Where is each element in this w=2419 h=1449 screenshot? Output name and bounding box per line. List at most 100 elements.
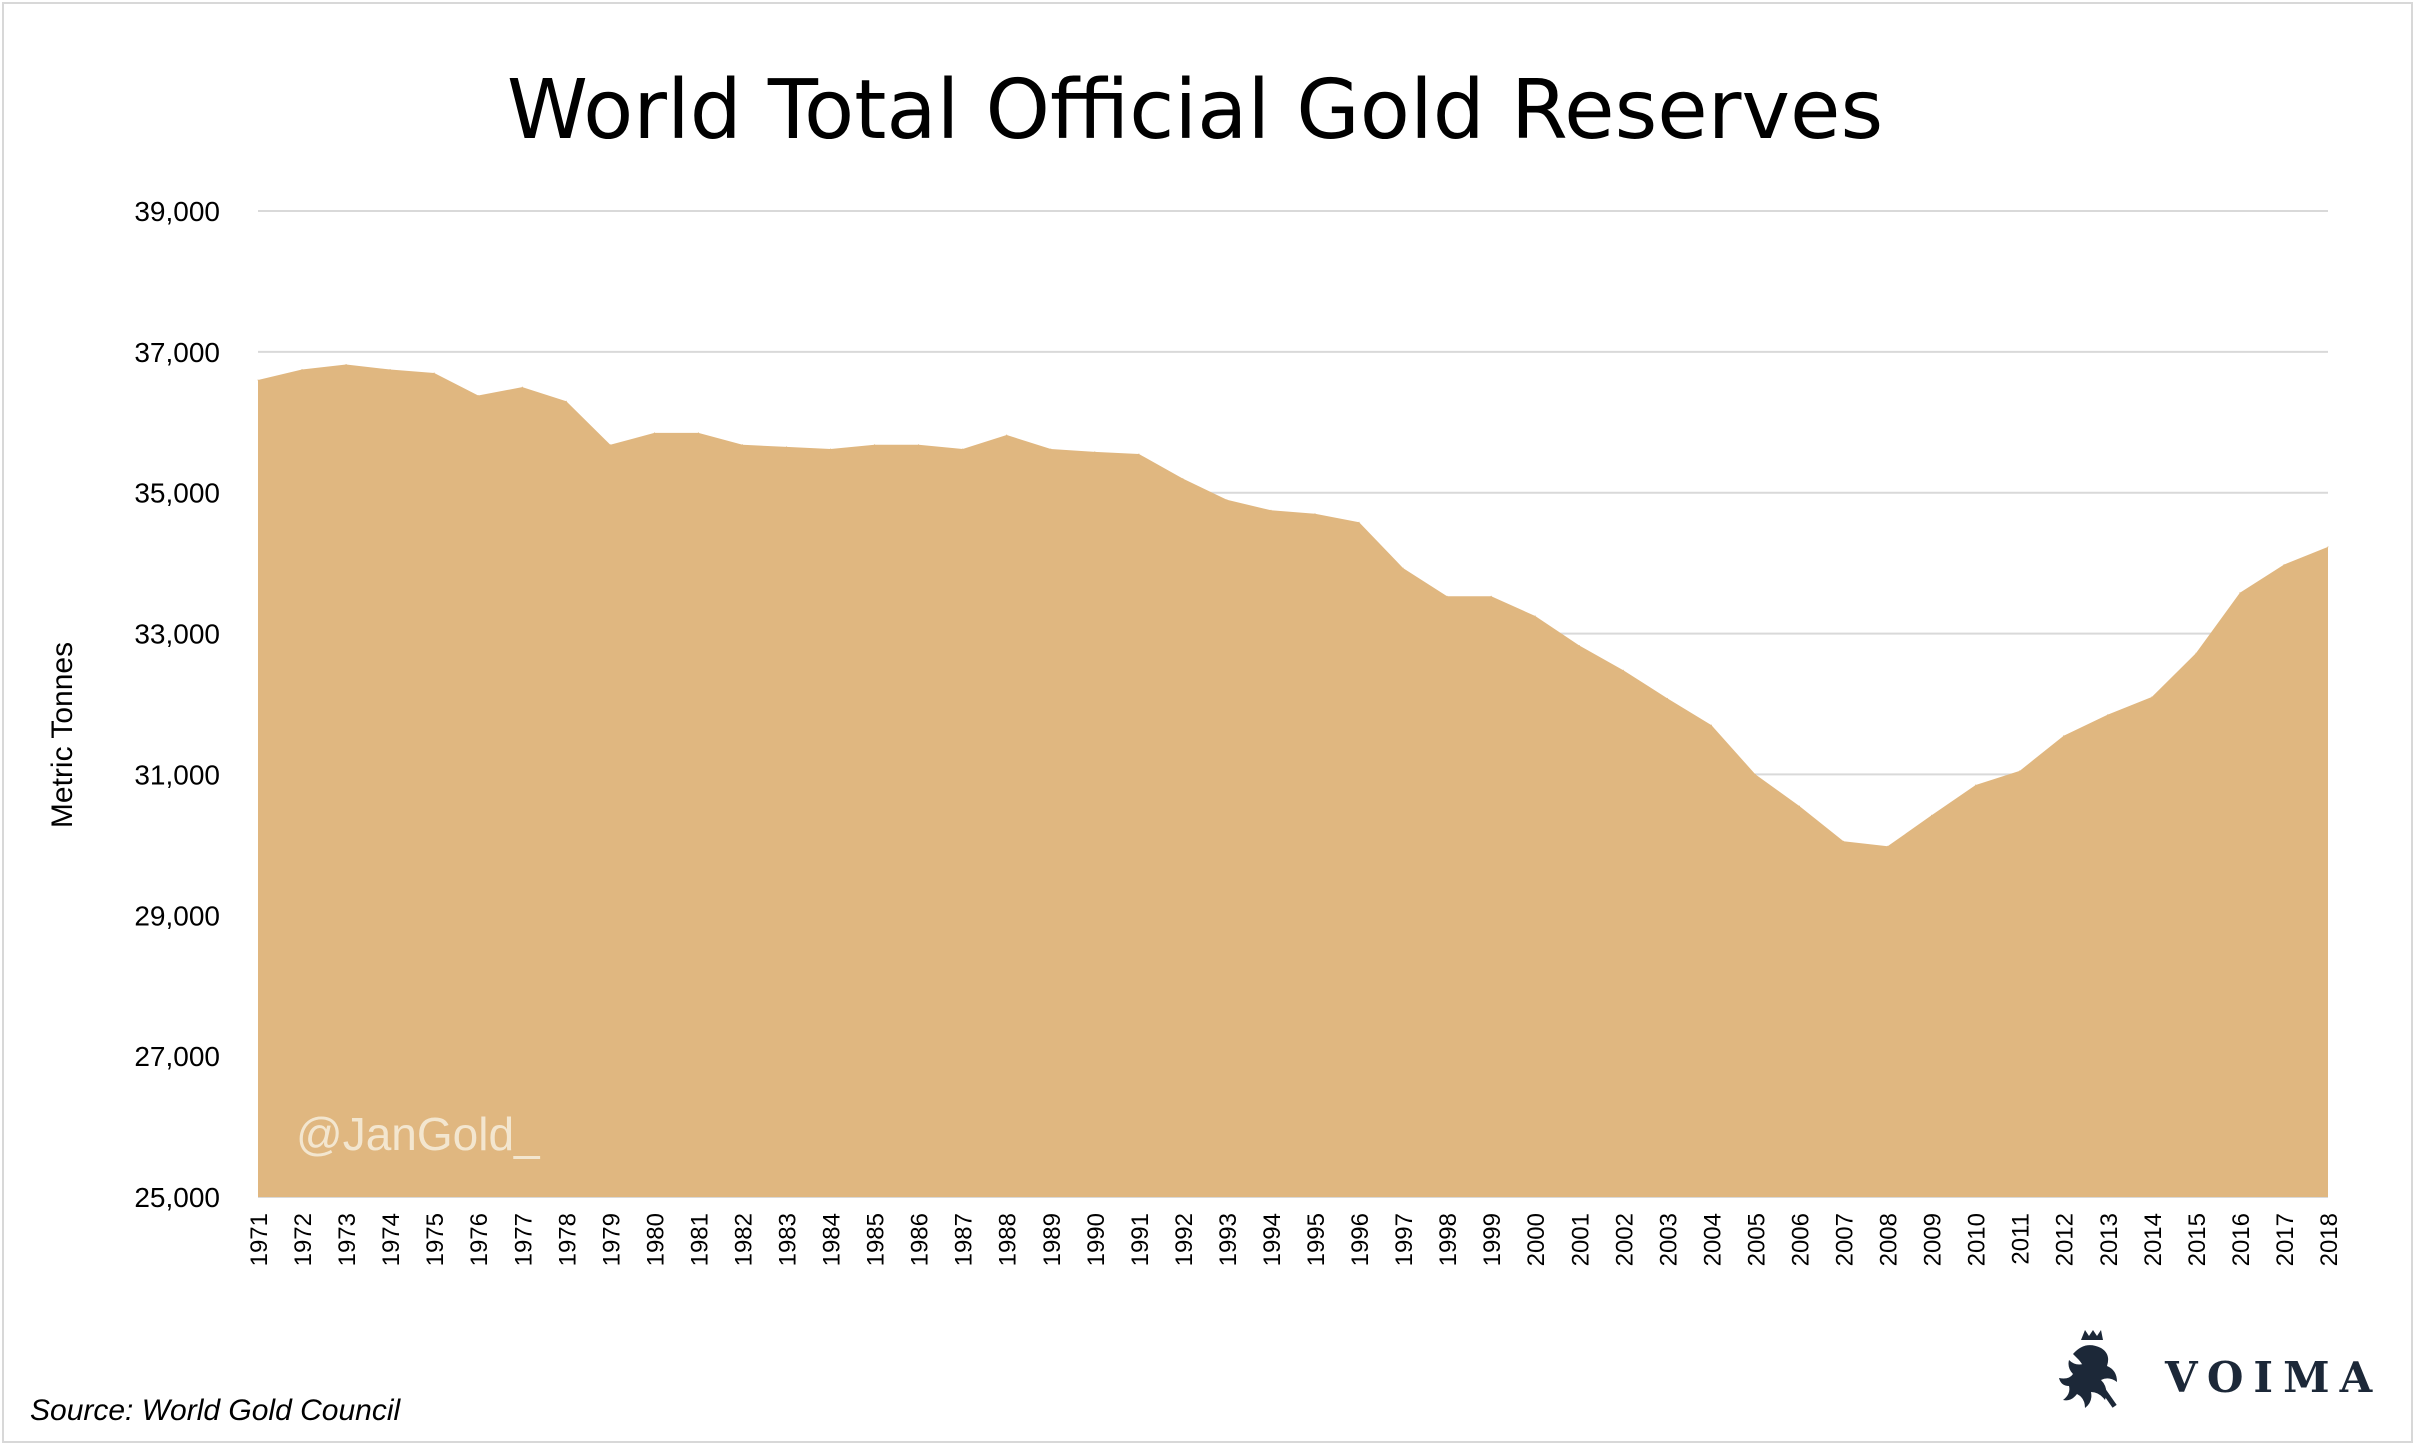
chart-title: World Total Official Gold Reserves [507, 63, 1883, 158]
data-point [1226, 499, 1228, 501]
y-tick-label: 27,000 [134, 1041, 220, 1072]
data-point [1006, 434, 1008, 436]
data-point [2063, 735, 2065, 737]
x-tick-label: 2000 [1523, 1213, 1550, 1266]
data-point [389, 369, 391, 370]
data-point [962, 448, 964, 450]
x-tick-label: 1998 [1435, 1213, 1462, 1266]
x-tick-label: 1973 [334, 1213, 361, 1266]
x-tick-label: 2004 [1699, 1213, 1726, 1266]
x-tick-label: 1972 [290, 1213, 317, 1266]
data-point [2019, 770, 2021, 772]
data-point [742, 444, 743, 446]
data-point [1490, 595, 1492, 597]
x-tick-label: 1991 [1127, 1213, 1154, 1266]
area-series [257, 364, 2329, 1197]
data-point [918, 444, 920, 446]
y-tick-label: 31,000 [134, 759, 220, 790]
y-tick-label: 29,000 [134, 900, 220, 931]
x-tick-label: 1981 [686, 1213, 713, 1266]
data-point [1578, 645, 1580, 646]
y-tick-label: 37,000 [134, 337, 220, 368]
x-tick-label: 1974 [378, 1213, 405, 1266]
x-tick-label: 1977 [510, 1213, 537, 1266]
data-point [653, 432, 655, 434]
data-point [433, 372, 435, 374]
x-axis-ticks: 1971 1972 1973 1974 1975 1976 1977 1978 1979 1980… [246, 1213, 2343, 1266]
data-point [609, 444, 611, 446]
watermark: @JanGold_ [296, 1108, 541, 1160]
data-point [345, 364, 347, 365]
x-tick-label: 1978 [554, 1213, 581, 1266]
data-point [1799, 805, 1800, 807]
x-tick-label: 1987 [951, 1213, 978, 1266]
x-tick-label: 1999 [1479, 1213, 1506, 1266]
x-tick-label: 1993 [1215, 1213, 1242, 1266]
data-point [1182, 478, 1184, 480]
data-point [1931, 814, 1933, 816]
data-point [1446, 595, 1448, 597]
x-tick-label: 1988 [995, 1213, 1022, 1266]
y-axis-label: Metric Tonnes [46, 642, 79, 828]
data-point [1710, 724, 1712, 726]
data-point [1666, 697, 1668, 699]
data-point [1358, 521, 1360, 523]
y-tick-label: 33,000 [134, 619, 220, 650]
data-point [786, 446, 787, 448]
data-point [1534, 615, 1536, 617]
x-tick-label: 1971 [246, 1213, 273, 1266]
data-point [1975, 784, 1977, 786]
y-tick-label: 25,000 [134, 1182, 220, 1213]
x-tick-label: 1997 [1391, 1213, 1418, 1266]
x-tick-label: 2015 [2184, 1213, 2211, 1266]
data-point [1050, 448, 1052, 450]
data-point [2107, 714, 2109, 716]
data-point [565, 400, 567, 402]
x-tick-label: 2005 [1743, 1213, 1770, 1266]
data-point [1138, 453, 1140, 455]
data-point [1843, 840, 1844, 842]
brand-logo: VOIMA [2059, 1330, 2382, 1408]
data-point [2283, 564, 2285, 566]
data-point [1887, 845, 1889, 847]
area-fill [258, 364, 2328, 1197]
x-tick-label: 1995 [1303, 1213, 1330, 1266]
x-tick-label: 1980 [642, 1213, 669, 1266]
x-tick-label: 2017 [2272, 1213, 2299, 1266]
x-tick-label: 1982 [731, 1213, 758, 1266]
x-tick-label: 2007 [1832, 1213, 1859, 1266]
x-tick-label: 1975 [422, 1213, 449, 1266]
x-tick-label: 2011 [2008, 1213, 2035, 1265]
data-point [1314, 513, 1316, 515]
x-tick-label: 1996 [1347, 1213, 1374, 1266]
x-tick-label: 2014 [2140, 1213, 2167, 1266]
data-point [477, 395, 479, 396]
x-tick-label: 2013 [2096, 1213, 2123, 1266]
x-tick-label: 2008 [1876, 1213, 1903, 1266]
data-point [1622, 669, 1624, 671]
data-point [257, 379, 259, 381]
data-point [1402, 567, 1404, 569]
y-axis-ticks: 25,000 27,000 29,000 31,000 33,000 35,000 37,0… [134, 196, 220, 1213]
lion-crest-icon [2059, 1330, 2117, 1408]
x-tick-label: 1992 [1171, 1213, 1198, 1266]
data-point [2239, 592, 2241, 594]
x-tick-label: 1990 [1083, 1213, 1110, 1266]
x-tick-label: 2006 [1788, 1213, 1815, 1266]
data-point [2151, 696, 2153, 698]
data-point [2327, 546, 2329, 548]
x-tick-label: 2012 [2052, 1213, 2079, 1266]
data-point [521, 386, 523, 388]
data-point [697, 432, 699, 434]
x-tick-label: 1994 [1259, 1213, 1286, 1266]
x-tick-label: 1979 [598, 1213, 625, 1266]
source-note: Source: World Gold Council [30, 1394, 401, 1427]
x-tick-label: 2016 [2228, 1213, 2255, 1266]
x-tick-label: 2018 [2316, 1213, 2343, 1266]
data-point [874, 444, 876, 446]
data-point [830, 448, 832, 450]
brand-name: VOIMA [2164, 1353, 2382, 1402]
x-tick-label: 2009 [1920, 1213, 1947, 1266]
